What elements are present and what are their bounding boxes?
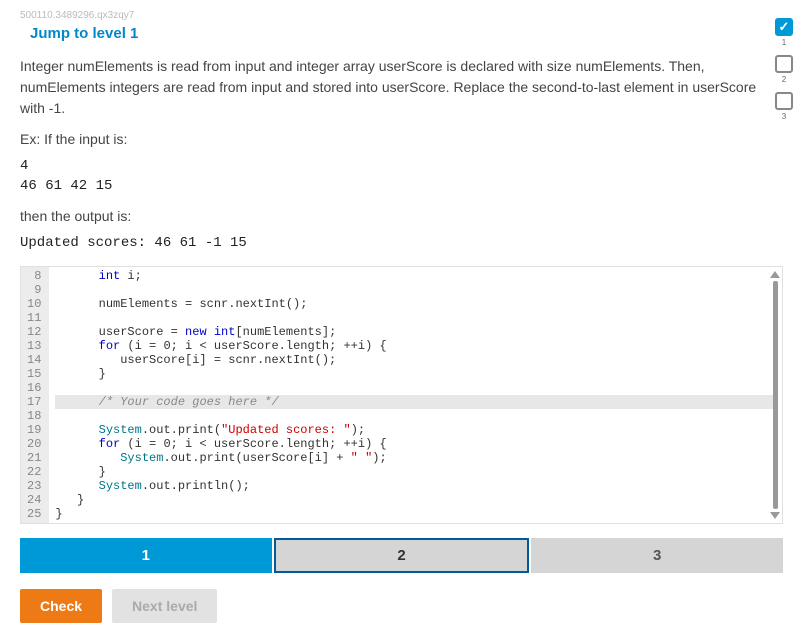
example-input: 4 46 61 42 15 [20,157,783,196]
code-line: } [55,493,776,507]
level-tab-1[interactable]: 1 [20,538,272,573]
then-label: then the output is: [20,208,783,224]
code-line: for (i = 0; i < userScore.length; ++i) { [55,437,776,451]
code-line: int i; [55,269,776,283]
scroll-thumb[interactable] [773,281,778,509]
level-tabs: 123 [20,538,783,573]
problem-description: Integer numElements is read from input a… [20,56,783,119]
scroll-down-icon[interactable] [770,512,780,519]
activity-id: 500110.3489296.qx3zqy7 [20,10,783,21]
button-row: Check Next level [20,589,783,623]
code-line: /* Your code goes here */ [55,395,776,409]
code-body[interactable]: int i; numElements = scnr.nextInt(); use… [49,267,782,523]
progress-box-2[interactable] [775,55,793,73]
example-output: Updated scores: 46 61 -1 15 [20,234,783,254]
code-line: } [55,507,776,521]
code-editor[interactable]: 8910111213141516171819202122232425 int i… [20,266,783,524]
jump-to-level-link[interactable]: Jump to level 1 [30,25,138,42]
code-line [55,409,776,423]
code-line: System.out.print(userScore[i] + " "); [55,451,776,465]
code-line: userScore[i] = scnr.nextInt(); [55,353,776,367]
check-icon: ✓ [779,19,790,35]
code-line: System.out.print("Updated scores: "); [55,423,776,437]
progress-box-1[interactable]: ✓ [775,18,793,36]
level-tab-3[interactable]: 3 [531,538,783,573]
code-line: for (i = 0; i < userScore.length; ++i) { [55,339,776,353]
code-line: } [55,465,776,479]
code-line: System.out.println(); [55,479,776,493]
progress-box-3[interactable] [775,92,793,110]
scroll-up-icon[interactable] [770,271,780,278]
code-line: numElements = scnr.nextInt(); [55,297,776,311]
code-line [55,283,776,297]
next-level-button[interactable]: Next level [112,589,217,623]
progress-sidebar: ✓ 1 2 3 [775,18,793,121]
progress-num: 2 [782,75,786,84]
scrollbar[interactable] [770,269,780,521]
progress-num: 1 [782,38,786,47]
level-tab-2[interactable]: 2 [274,538,530,573]
line-gutter: 8910111213141516171819202122232425 [21,267,49,523]
code-line [55,381,776,395]
code-line: userScore = new int[numElements]; [55,325,776,339]
code-line [55,311,776,325]
example-label: Ex: If the input is: [20,131,783,147]
progress-num: 3 [782,112,786,121]
check-button[interactable]: Check [20,589,102,623]
code-line: } [55,367,776,381]
